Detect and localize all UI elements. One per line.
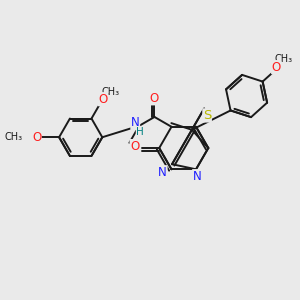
Text: O: O [150,92,159,105]
Text: N: N [193,170,201,183]
Text: S: S [203,109,211,122]
Text: O: O [272,61,281,74]
Text: N: N [158,166,167,179]
Text: H: H [136,127,144,137]
Text: CH₃: CH₃ [5,132,23,142]
Text: CH₃: CH₃ [102,87,120,97]
Text: O: O [130,140,139,153]
Text: O: O [98,93,107,106]
Text: N: N [131,116,140,129]
Text: CH₃: CH₃ [274,54,292,64]
Text: O: O [32,131,41,144]
